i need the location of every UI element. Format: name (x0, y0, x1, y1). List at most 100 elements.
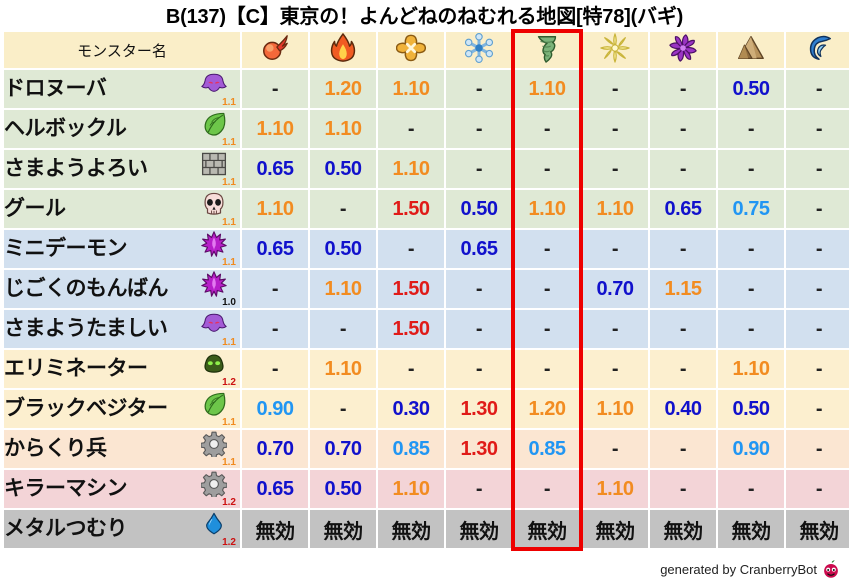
resistance-cell-ion: 0.85 (378, 430, 444, 468)
resistance-cell-zaki: - (786, 390, 849, 428)
resistance-cell-gira: 1.10 (310, 350, 376, 388)
monster-name-cell[interactable]: さまようたましい 1.1 (4, 310, 240, 348)
monster-name-cell[interactable]: グール 1.1 (4, 190, 240, 228)
monster-name-cell[interactable]: ミニデーモン 1.1 (4, 230, 240, 268)
column-header-jiba[interactable] (718, 32, 784, 68)
resistance-cell-jiba: 0.50 (718, 390, 784, 428)
column-header-mera[interactable] (242, 32, 308, 68)
column-header-hyado[interactable] (446, 32, 512, 68)
monster-badge: 1.2 (200, 511, 236, 548)
resistance-cell-dein: - (582, 430, 648, 468)
monster-name-label: ヘルボックル (4, 117, 127, 140)
monster-name-cell[interactable]: さまようよろい 1.1 (4, 150, 240, 188)
column-header-dorma[interactable] (650, 32, 716, 68)
resistance-cell-mera: 1.10 (242, 190, 308, 228)
resistance-cell-mera: 0.65 (242, 230, 308, 268)
resistance-cell-dein: 1.10 (582, 390, 648, 428)
resistance-cell-hyado: 無効 (446, 510, 512, 548)
resistance-cell-bagi: 0.85 (514, 430, 580, 468)
resistance-cell-dein: - (582, 150, 648, 188)
resistance-cell-ion: - (378, 230, 444, 268)
column-header-ion[interactable] (378, 32, 444, 68)
mountain-icon (736, 33, 766, 63)
ghost-purple-icon (201, 311, 227, 337)
resistance-cell-zaki: - (786, 230, 849, 268)
resistance-cell-gira: 1.10 (310, 110, 376, 148)
monster-version-label: 1.1 (222, 137, 236, 148)
footer-label: generated by CranberryBot (660, 561, 817, 577)
table-row: エリミネーター 1.2-1.10- - - - -1.10- (4, 350, 849, 388)
resistance-cell-zaki: - (786, 470, 849, 508)
table-row: グール 1.1 1.10-1.50 0.50 1.10 1.10 0.65 0.75- (4, 190, 849, 228)
resistance-cell-mera: - (242, 270, 308, 308)
monster-name-label: さまようたましい (4, 317, 168, 340)
resistance-cell-mera: 0.70 (242, 430, 308, 468)
skull-icon (201, 191, 227, 217)
column-header-zaki[interactable] (786, 32, 849, 68)
resistance-cell-zaki: - (786, 350, 849, 388)
resistance-cell-ion: 無効 (378, 510, 444, 548)
resistance-cell-gira: 0.50 (310, 470, 376, 508)
table-row: じごくのもんばん 1.0-1.10 1.50- -0.70 1.15- - (4, 270, 849, 308)
monster-name-cell[interactable]: キラーマシン 1.2 (4, 470, 240, 508)
resistance-cell-ion: 1.10 (378, 150, 444, 188)
resistance-cell-hyado: 1.30 (446, 430, 512, 468)
demon-icon (201, 231, 227, 257)
resistance-cell-zaki: - (786, 110, 849, 148)
monster-name-cell[interactable]: ヘルボックル 1.1 (4, 110, 240, 148)
resistance-cell-jiba: - (718, 230, 784, 268)
resistance-cell-jiba: 0.50 (718, 70, 784, 108)
resistance-cell-hyado: 0.50 (446, 190, 512, 228)
monster-version-label: 1.2 (222, 377, 236, 388)
greenslime-icon (201, 351, 227, 377)
darkwind-icon (668, 33, 698, 63)
monster-name-label: からくり兵 (4, 437, 107, 460)
column-header-gira[interactable] (310, 32, 376, 68)
resistance-cell-bagi: - (514, 310, 580, 348)
column-header-bagi[interactable] (514, 32, 580, 68)
table-row: キラーマシン 1.2 0.65 0.50 1.10- -1.10- - - (4, 470, 849, 508)
resistance-cell-dein: - (582, 350, 648, 388)
resistance-cell-hyado: 1.30 (446, 390, 512, 428)
resistance-cell-ion: 1.50 (378, 190, 444, 228)
monster-name-cell[interactable]: ブラックベジター 1.1 (4, 390, 240, 428)
monster-name-cell[interactable]: からくり兵 1.1 (4, 430, 240, 468)
resistance-cell-dorma: - (650, 150, 716, 188)
monster-name-label: キラーマシン (4, 477, 128, 500)
resistance-cell-ion: 1.50 (378, 270, 444, 308)
monster-badge: 1.1 (200, 71, 236, 108)
resistance-cell-bagi: 1.20 (514, 390, 580, 428)
table-row: ブラックベジター 1.1 0.90-0.30 1.30 1.20 1.10 0.40 0.50… (4, 390, 849, 428)
monster-version-label: 1.1 (222, 417, 236, 428)
resistance-cell-hyado: 0.65 (446, 230, 512, 268)
monster-badge: 1.1 (200, 111, 236, 148)
monster-name-cell[interactable]: ドロヌーバ 1.1 (4, 70, 240, 108)
resistance-cell-gira: 0.50 (310, 230, 376, 268)
resistance-cell-jiba: - (718, 150, 784, 188)
fireball-icon (260, 33, 290, 63)
resistance-cell-zaki: - (786, 190, 849, 228)
monster-badge: 1.1 (200, 311, 236, 348)
table-row: からくり兵 1.1 0.70 0.70 0.85 1.30 0.85- -0.90- (4, 430, 849, 468)
resistance-cell-dorma: 1.15 (650, 270, 716, 308)
monster-name-cell[interactable]: じごくのもんばん 1.0 (4, 270, 240, 308)
resistance-cell-gira: - (310, 310, 376, 348)
footer: generated by CranberryBot (660, 559, 841, 579)
resistance-cell-bagi: - (514, 270, 580, 308)
resistance-cell-bagi: - (514, 230, 580, 268)
resistance-cell-mera: - (242, 70, 308, 108)
monster-version-label: 1.1 (222, 177, 236, 188)
resistance-cell-bagi: 1.10 (514, 190, 580, 228)
resistance-cell-hyado: - (446, 350, 512, 388)
monster-version-label: 1.2 (222, 497, 236, 508)
column-header-dein[interactable] (582, 32, 648, 68)
monster-name-cell[interactable]: エリミネーター 1.2 (4, 350, 240, 388)
resistance-cell-bagi: 1.10 (514, 70, 580, 108)
monster-name-label: ミニデーモン (4, 237, 128, 260)
monster-name-cell[interactable]: メタルつむり 1.2 (4, 510, 240, 548)
resistance-cell-dorma: 0.65 (650, 190, 716, 228)
table-body: ドロヌーバ 1.1-1.20 1.10-1.10- -0.50- ヘルボックル 1.1 1.… (4, 70, 849, 548)
monster-badge: 1.2 (200, 351, 236, 388)
resistance-cell-jiba: 1.10 (718, 350, 784, 388)
